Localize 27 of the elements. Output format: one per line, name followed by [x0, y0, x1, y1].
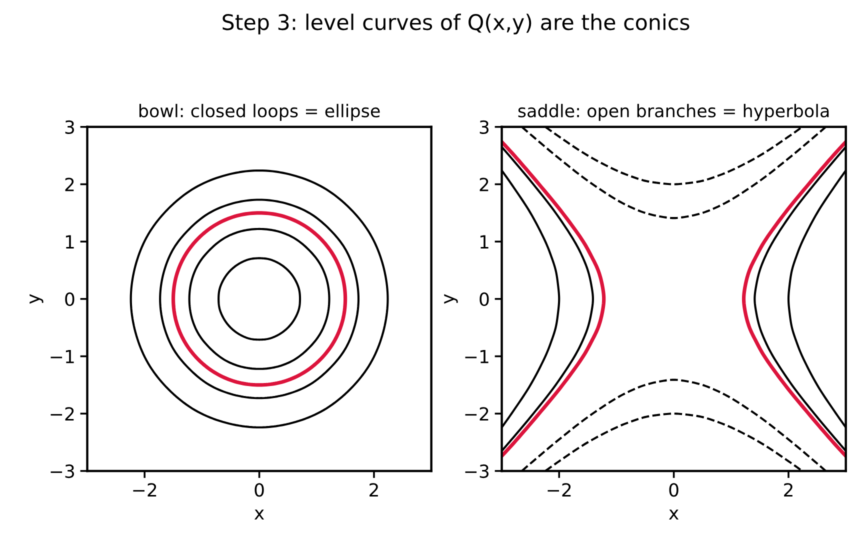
- y-tick-label: −3: [465, 464, 489, 478]
- x-axis-title: x: [668, 510, 679, 520]
- y-tick-label: 2: [480, 178, 488, 192]
- y-tick-label: −3: [50, 464, 74, 478]
- x-tick-label: −2: [133, 483, 156, 496]
- y-tick-label: 3: [65, 120, 74, 134]
- x-axis-title: x: [254, 510, 264, 520]
- y-tick-label: 1: [480, 235, 488, 248]
- x-tick-label: 2: [370, 483, 378, 496]
- y-tick-label: 2: [65, 178, 74, 192]
- y-tick-label: 0: [480, 292, 489, 306]
- text: Step 3: level curves of Q(x,y) are the conics: [222, 14, 690, 34]
- y-tick-label: 0: [65, 292, 74, 306]
- y-axis-title: y: [30, 294, 44, 304]
- y-tick-label: −1: [50, 350, 74, 364]
- y-tick-label: −2: [465, 407, 488, 420]
- y-axis-title: y: [444, 294, 458, 304]
- x-tick-label: 0: [254, 483, 264, 497]
- y-tick-label: 3: [480, 120, 489, 134]
- chart-title: bowl: closed loops = ellipse: [139, 104, 380, 121]
- y-tick-label: −1: [465, 350, 488, 364]
- y-tick-label: 1: [66, 235, 74, 248]
- x-tick-label: −2: [548, 483, 571, 496]
- y-tick-label: −2: [50, 407, 74, 420]
- x-tick-label: 0: [669, 483, 678, 497]
- x-tick-label: 2: [784, 483, 792, 496]
- chart-title: saddle: open branches = hyperbola: [518, 104, 829, 121]
